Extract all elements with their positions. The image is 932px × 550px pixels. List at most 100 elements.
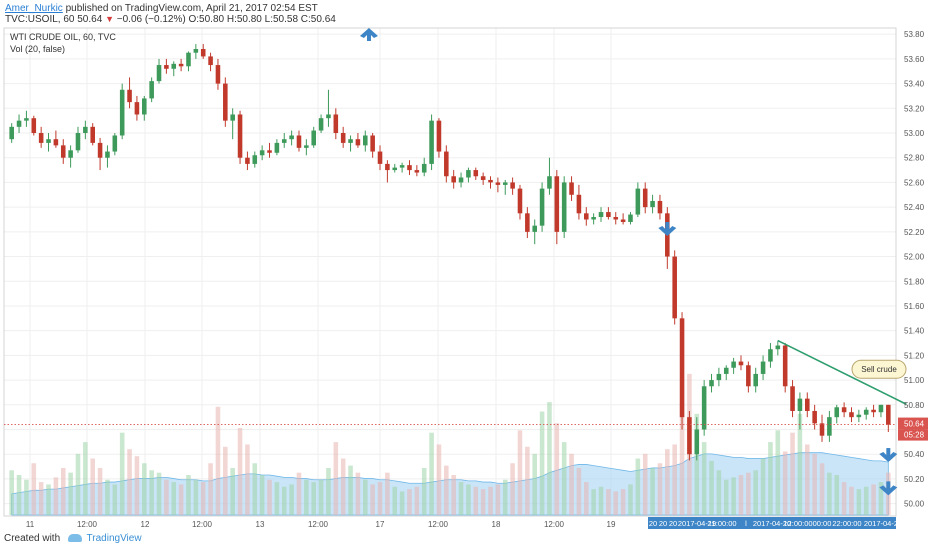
volume-bar xyxy=(488,486,493,515)
time-tick-label: 13 xyxy=(256,520,265,529)
volume-bar xyxy=(495,484,501,515)
candle xyxy=(304,139,309,156)
candle-body xyxy=(598,212,604,218)
candle-body xyxy=(804,398,810,411)
candle-body xyxy=(488,179,493,183)
candle xyxy=(561,176,567,239)
candle-body xyxy=(583,213,589,220)
candle xyxy=(716,367,722,387)
candle xyxy=(105,145,110,168)
volume-bar xyxy=(642,453,648,515)
candle xyxy=(274,139,280,156)
candle xyxy=(672,250,677,325)
trend-line[interactable] xyxy=(777,339,907,405)
price-tick-label: 52.20 xyxy=(904,228,925,237)
candle xyxy=(252,151,258,168)
volume-bar xyxy=(340,458,346,515)
volume-bar xyxy=(517,430,523,515)
candle-body xyxy=(525,213,530,232)
candle xyxy=(856,409,862,423)
candle-body xyxy=(259,150,265,156)
candle-body xyxy=(797,398,803,411)
candle xyxy=(38,126,44,148)
candle xyxy=(414,165,420,177)
grid-lines xyxy=(4,28,896,516)
candle-body xyxy=(790,386,795,411)
arrow-down-icon[interactable] xyxy=(879,448,898,463)
candle xyxy=(377,145,383,171)
volume-bar xyxy=(606,489,611,515)
candle-body xyxy=(53,139,59,146)
volume-bar xyxy=(208,463,213,515)
candle-body xyxy=(768,349,773,362)
candle xyxy=(156,58,162,84)
candle-body xyxy=(60,145,66,158)
price-axis[interactable]: 53.80 53.60 53.40 53.20 53.00 52.80 52.60 52.40… xyxy=(898,30,928,509)
volume-bar xyxy=(532,453,538,515)
candle xyxy=(392,163,398,173)
volume-bar xyxy=(871,484,876,515)
candle-body xyxy=(399,165,405,168)
candle-body xyxy=(701,386,707,430)
candle-body xyxy=(606,212,611,218)
plot-border xyxy=(3,27,897,517)
candle xyxy=(53,130,59,148)
publish-line: Amer_Nurkic published on TradingView.com… xyxy=(5,3,336,14)
candle-body xyxy=(444,151,449,177)
volume-bar xyxy=(370,484,375,515)
candle xyxy=(768,343,773,368)
candle-body xyxy=(230,114,235,121)
candle xyxy=(709,373,714,393)
candle xyxy=(871,404,876,418)
candle xyxy=(525,207,530,239)
candle xyxy=(178,58,184,72)
candle-body xyxy=(245,157,250,164)
candle xyxy=(863,407,869,420)
sell-crude-callout[interactable]: Sell crude xyxy=(851,359,907,379)
symbol-text: TVC:USOIL, 60 xyxy=(5,14,75,25)
candle-body xyxy=(318,118,324,131)
volume-bar xyxy=(230,467,235,515)
volume-bar xyxy=(46,484,51,515)
volume-bar xyxy=(407,489,412,515)
volume-bar xyxy=(760,458,766,515)
candle xyxy=(46,133,51,152)
tradingview-logo-icon xyxy=(67,534,82,543)
volume-bar xyxy=(237,427,243,515)
candle xyxy=(9,123,14,143)
drawings: Sell crude xyxy=(4,28,907,496)
candle xyxy=(267,142,272,158)
candle-body xyxy=(672,256,677,319)
candle-body xyxy=(186,52,191,67)
volume-bar xyxy=(16,475,22,515)
volume-bar xyxy=(812,453,817,515)
volume-bar xyxy=(267,479,272,515)
candle-body xyxy=(252,155,258,164)
candle-body xyxy=(414,170,420,173)
candle xyxy=(458,172,464,188)
candle xyxy=(281,133,287,148)
candle xyxy=(657,194,663,220)
price-tick-label: 50.40 xyxy=(904,450,925,459)
arrow-up-icon[interactable] xyxy=(359,28,378,41)
candle xyxy=(569,176,574,201)
price-tick-label: 53.00 xyxy=(904,129,925,138)
volume-bar xyxy=(149,470,154,515)
tradingview-brand[interactable]: TradingView xyxy=(86,533,142,544)
volume-bar xyxy=(362,479,368,515)
arrow-down-icon[interactable] xyxy=(879,481,898,496)
arrow-down-icon[interactable] xyxy=(658,221,677,236)
candle-body xyxy=(75,133,81,151)
author-link[interactable]: Amer_Nurkic xyxy=(5,3,63,14)
candle xyxy=(606,207,611,220)
volume-bar xyxy=(790,432,795,515)
candle-body xyxy=(591,217,596,220)
time-axis[interactable]: 11 12:00 12 12:00 13 12:00 17 12:00 18 12:00 19 20 2… xyxy=(26,517,902,529)
candle xyxy=(849,407,854,423)
volume-bar xyxy=(458,482,464,515)
volume-bar xyxy=(141,463,147,515)
volume-bar xyxy=(620,489,626,515)
candle-body xyxy=(819,423,825,436)
candle-body xyxy=(24,118,29,121)
